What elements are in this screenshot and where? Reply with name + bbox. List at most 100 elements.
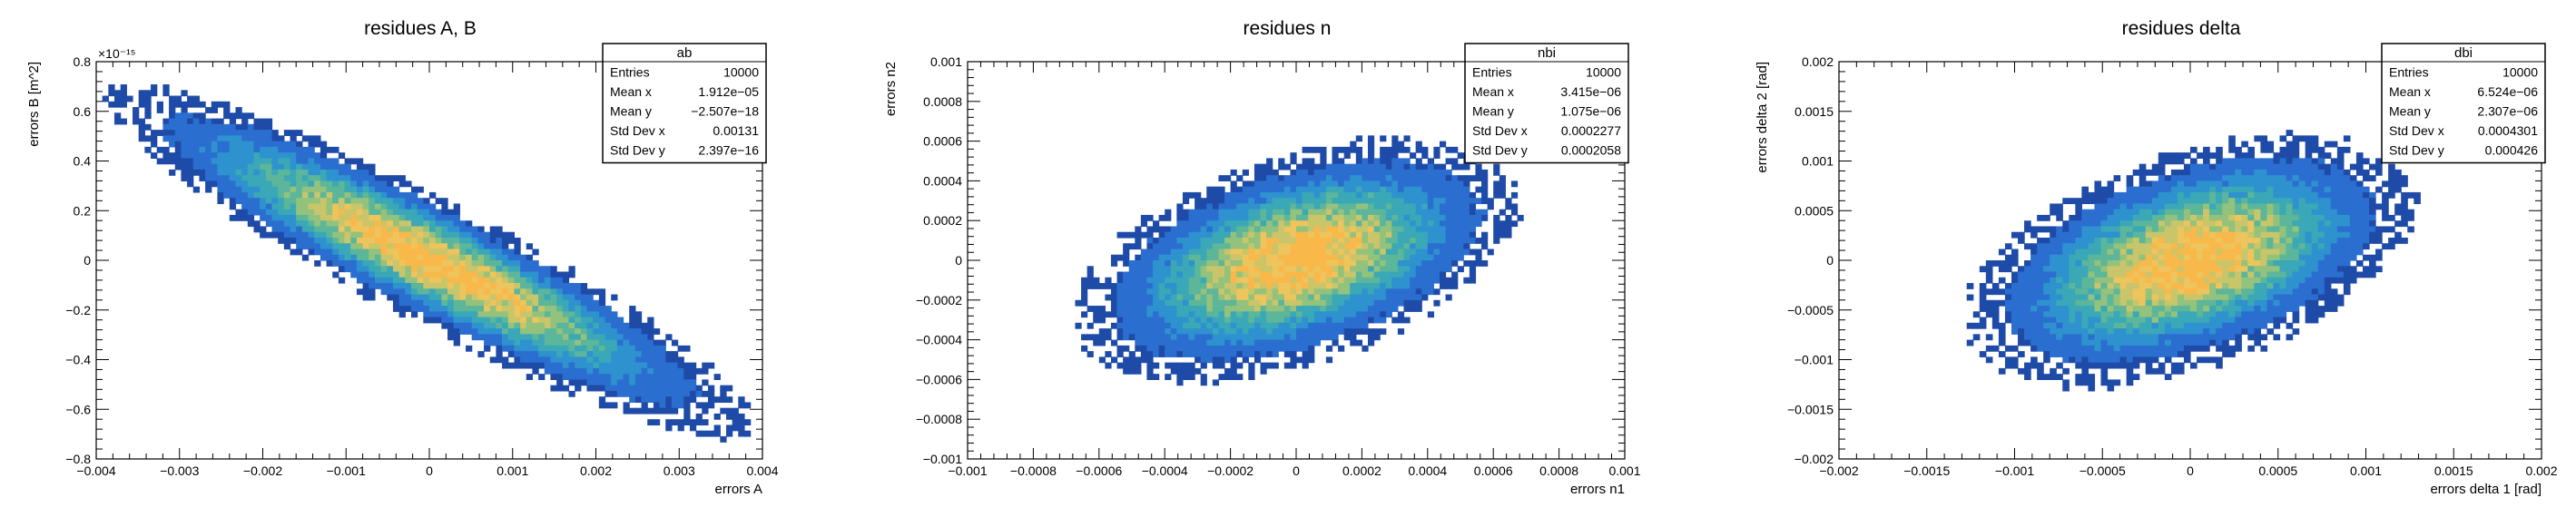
heatmap-cell (2164, 299, 2172, 307)
heatmap-cell (459, 237, 467, 244)
heatmap-cell (1463, 203, 1470, 210)
heatmap-cell (362, 271, 369, 278)
heatmap-cell (1200, 226, 1207, 233)
heatmap-cell (695, 390, 703, 397)
heatmap-cell (1415, 203, 1422, 210)
heatmap-cell (2011, 328, 2019, 335)
heatmap-cell (1290, 277, 1297, 284)
heatmap-cell (1296, 220, 1303, 228)
heatmap-cell (484, 277, 491, 284)
heatmap-cell (556, 317, 564, 324)
heatmap-cell (192, 118, 201, 125)
heatmap-cell (671, 390, 679, 397)
heatmap-cell (1200, 306, 1207, 312)
heatmap-cell (1140, 254, 1148, 261)
heatmap-cell (2151, 198, 2159, 205)
heatmap-cell (732, 413, 739, 420)
heatmap-cell (2170, 169, 2178, 176)
heatmap-cell (1278, 277, 1285, 284)
heatmap-cell (2107, 351, 2115, 357)
heatmap-cell (2004, 345, 2012, 352)
heatmap-cell (2056, 374, 2063, 380)
heatmap-cell (1380, 254, 1387, 261)
heatmap-cell (417, 209, 424, 216)
heatmap-cell (241, 141, 249, 148)
heatmap-cell (2088, 385, 2096, 392)
heatmap-cell (634, 351, 643, 357)
heatmap-cell (1260, 334, 1267, 341)
heatmap-cell (1308, 328, 1315, 335)
heatmap-cell (2132, 311, 2140, 318)
heatmap-cell (1362, 209, 1369, 216)
heatmap-cell (290, 152, 297, 159)
heatmap-cell (1415, 260, 1422, 267)
heatmap-cell (507, 299, 516, 307)
heatmap-cell (2107, 180, 2115, 188)
heatmap-cell (2037, 374, 2044, 380)
heatmap-cell (362, 266, 369, 273)
heatmap-cell (496, 243, 503, 250)
heatmap-cell (2037, 362, 2044, 369)
heatmap-cell (2177, 180, 2185, 188)
heatmap-cell (1302, 180, 1309, 188)
heatmap-cell (2062, 271, 2070, 278)
heatmap-cell (1206, 214, 1214, 221)
heatmap-cell (2126, 299, 2134, 307)
heatmap-cell (1128, 260, 1136, 267)
heatmap-cell (1230, 334, 1237, 341)
heatmap-cell (514, 334, 521, 341)
heatmap-cell (2132, 220, 2140, 228)
heatmap-cell (2138, 299, 2147, 307)
heatmap-cell (2158, 283, 2166, 289)
heatmap-cell (1475, 175, 1482, 181)
heatmap-cell (1463, 260, 1470, 267)
heatmap-cell (1296, 306, 1303, 312)
heatmap-cell (496, 260, 503, 267)
heatmap-cell (1266, 214, 1273, 221)
heatmap-cell (1373, 294, 1381, 301)
heatmap-cell (1385, 271, 1392, 278)
heatmap-cell (1445, 191, 1452, 199)
heatmap-cell (1421, 152, 1429, 159)
heatmap-cell (314, 214, 321, 221)
heatmap-cell (1224, 209, 1232, 216)
heatmap-cell (1081, 277, 1088, 284)
heatmap-cell (1433, 163, 1440, 171)
heatmap-cell (1128, 288, 1136, 296)
heatmap-cell (568, 299, 575, 307)
heatmap-cell (1153, 266, 1160, 273)
heatmap-cell (2126, 249, 2134, 256)
heatmap-cell (356, 175, 364, 181)
heatmap-cell (2113, 226, 2121, 233)
heatmap-cell (1296, 288, 1303, 296)
heatmap-cell (1373, 266, 1381, 273)
heatmap-cell (1451, 186, 1459, 193)
heatmap-cell (162, 84, 170, 91)
heatmap-cell (484, 231, 491, 239)
heatmap-cell (1254, 306, 1262, 312)
heatmap-cell (1128, 283, 1136, 289)
heatmap-cell (2164, 306, 2172, 312)
heatmap-cell (423, 237, 430, 244)
heatmap-cell (2177, 317, 2185, 324)
heatmap-cell (1380, 266, 1387, 273)
heatmap-cell (1278, 317, 1285, 324)
heatmap-cell (260, 169, 267, 176)
heatmap-cell (466, 237, 473, 244)
heatmap-cell (659, 385, 666, 392)
heatmap-cell (235, 146, 242, 153)
heatmap-cell (181, 123, 188, 131)
heatmap-cell (1433, 266, 1440, 273)
heatmap-cell (169, 118, 176, 125)
heatmap-cell (169, 130, 176, 136)
heatmap-cell (1966, 294, 1974, 301)
heatmap-cell (1266, 158, 1273, 165)
heatmap-cell (1433, 191, 1440, 199)
heatmap-cell (278, 169, 285, 176)
heatmap-cell (1165, 339, 1172, 346)
heatmap-cell (144, 123, 152, 131)
heatmap-cell (2094, 322, 2102, 329)
heatmap-cell (598, 339, 606, 346)
heatmap-cell (1266, 311, 1273, 318)
heatmap-cell (1439, 220, 1447, 228)
